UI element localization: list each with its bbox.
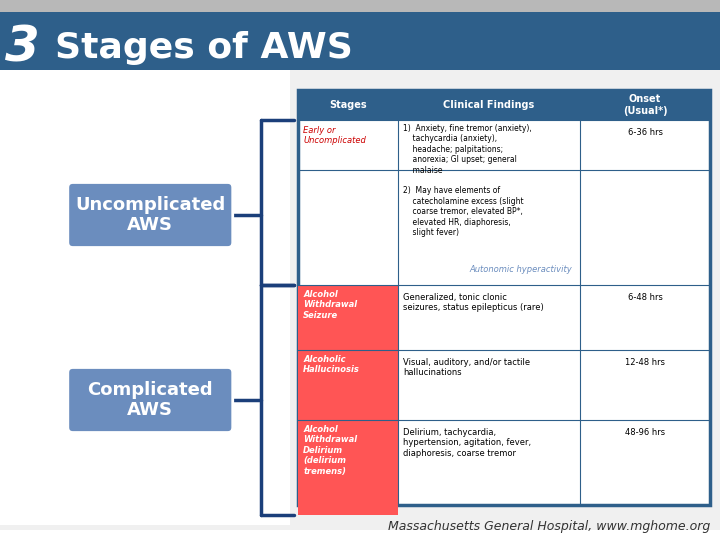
- FancyBboxPatch shape: [0, 0, 720, 12]
- FancyBboxPatch shape: [298, 90, 710, 120]
- FancyBboxPatch shape: [298, 90, 710, 505]
- Text: 6-36 hrs: 6-36 hrs: [628, 128, 662, 137]
- FancyBboxPatch shape: [0, 12, 720, 70]
- Text: Complicated
AWS: Complicated AWS: [87, 381, 213, 420]
- Text: Onset
(Usual*): Onset (Usual*): [623, 94, 667, 116]
- FancyBboxPatch shape: [298, 350, 398, 420]
- Text: Clinical Findings: Clinical Findings: [444, 100, 535, 110]
- Text: Massachusetts General Hospital, www.mghome.org: Massachusetts General Hospital, www.mgho…: [388, 520, 710, 533]
- Text: Early or
Uncomplicated: Early or Uncomplicated: [303, 126, 366, 145]
- Text: Uncomplicated
AWS: Uncomplicated AWS: [75, 195, 225, 234]
- Text: 12-48 hrs: 12-48 hrs: [625, 358, 665, 367]
- Text: Stages of AWS: Stages of AWS: [55, 31, 354, 65]
- FancyBboxPatch shape: [298, 285, 398, 350]
- Text: Autonomic hyperactivity: Autonomic hyperactivity: [469, 265, 572, 273]
- Text: Alcohol
Withdrawal
Delirium
(delirium
tremens): Alcohol Withdrawal Delirium (delirium tr…: [303, 425, 357, 476]
- Text: 48-96 hrs: 48-96 hrs: [625, 428, 665, 437]
- Text: Visual, auditory, and/or tactile
hallucinations: Visual, auditory, and/or tactile halluci…: [403, 358, 530, 377]
- Text: Delirium, tachycardia,
hypertension, agitation, fever,
diaphoresis, coarse tremo: Delirium, tachycardia, hypertension, agi…: [403, 428, 531, 458]
- FancyBboxPatch shape: [0, 70, 720, 530]
- Text: 1)  Anxiety, fine tremor (anxiety),
    tachycardia (anxiety),
    headache; pal: 1) Anxiety, fine tremor (anxiety), tachy…: [403, 124, 532, 237]
- Text: 6-48 hrs: 6-48 hrs: [628, 293, 662, 302]
- Text: Alcohol
Withdrawal
Seizure: Alcohol Withdrawal Seizure: [303, 290, 357, 320]
- Text: Generalized, tonic clonic
seizures, status epilepticus (rare): Generalized, tonic clonic seizures, stat…: [403, 293, 544, 313]
- Text: 3: 3: [5, 24, 40, 72]
- FancyBboxPatch shape: [68, 183, 233, 247]
- FancyBboxPatch shape: [298, 420, 398, 515]
- Text: Alcoholic
Hallucinosis: Alcoholic Hallucinosis: [303, 355, 360, 374]
- FancyBboxPatch shape: [0, 70, 290, 525]
- FancyBboxPatch shape: [68, 368, 233, 433]
- Text: Stages: Stages: [329, 100, 367, 110]
